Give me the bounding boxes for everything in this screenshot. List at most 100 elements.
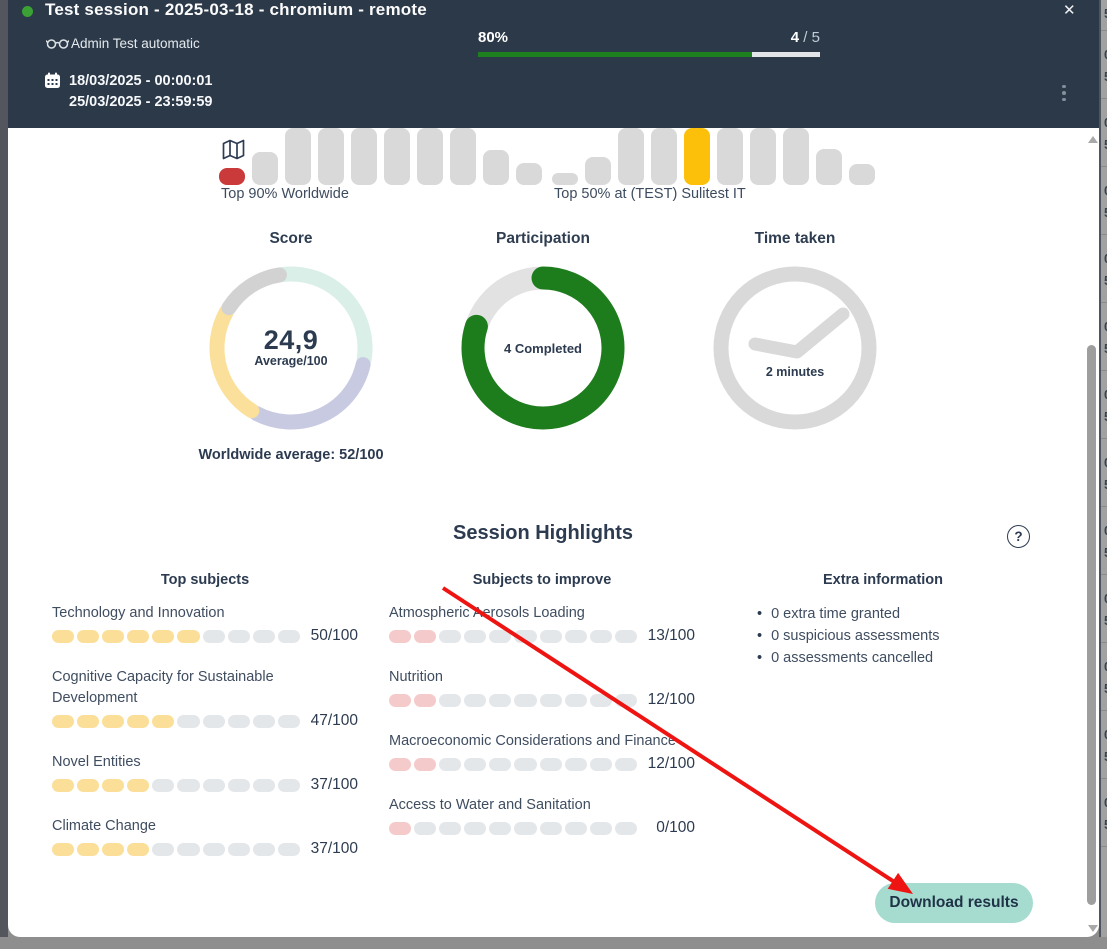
score-pill — [489, 629, 512, 643]
scroll-down-arrow-icon[interactable] — [1088, 925, 1098, 932]
progress-percent-label: 80% — [478, 29, 509, 46]
subject-score: 50/100 — [310, 627, 358, 644]
extra-info-item: • 0 extra time granted — [757, 606, 901, 622]
background-row-divider — [1101, 302, 1107, 303]
subject-pill-bar — [52, 842, 300, 856]
score-pill — [464, 693, 487, 707]
histogram-bar — [516, 163, 542, 185]
subject-row: Cognitive Capacity for Sustainable Devel… — [52, 667, 358, 730]
background-table-cell: 59 — [1104, 341, 1107, 356]
score-pill — [539, 693, 562, 707]
score-pill — [202, 842, 225, 856]
download-results-button[interactable]: Download results — [875, 883, 1033, 923]
score-pill — [414, 757, 437, 771]
progress-count-label: 4 / 5 — [790, 29, 820, 46]
histogram-bar — [849, 164, 875, 185]
glasses-icon — [46, 39, 69, 49]
subject-score: 13/100 — [647, 627, 695, 644]
score-pill — [564, 629, 587, 643]
background-row-divider — [1101, 778, 1107, 779]
donut-segment — [209, 304, 260, 419]
score-pill — [464, 629, 487, 643]
score-pill — [52, 629, 75, 643]
subject-pill-bar — [52, 629, 300, 643]
score-pill — [202, 714, 225, 728]
background-row-divider — [1101, 98, 1107, 99]
background-table-cell: 59 — [1104, 273, 1107, 288]
score-pill — [152, 629, 175, 643]
score-value: 24,9 — [263, 325, 319, 355]
school-percentile-histogram — [552, 128, 875, 185]
background-row-divider — [1101, 30, 1107, 31]
subject-row: Technology and Innovation 50/100 — [52, 603, 358, 645]
subjects-to-improve-column: Subjects to improve Atmospheric Aerosols… — [389, 572, 695, 859]
session-end-datetime: 25/03/2025 - 23:59:59 — [69, 94, 213, 110]
score-pill — [514, 629, 537, 643]
subject-score: 12/100 — [647, 691, 695, 708]
score-pill — [177, 629, 200, 643]
subject-label: Atmospheric Aerosols Loading — [389, 605, 585, 621]
score-pill — [277, 842, 300, 856]
session-start-datetime: 18/03/2025 - 00:00:01 — [69, 73, 213, 89]
background-row-divider — [1101, 370, 1107, 371]
subject-pill-bar — [389, 821, 637, 835]
score-pill — [614, 757, 637, 771]
score-pill — [389, 629, 412, 643]
time-taken-value: 2 minutes — [765, 365, 825, 379]
modal-header: Test session - 2025-03-18 - chromium - r… — [8, 0, 1099, 128]
score-pill — [514, 757, 537, 771]
subject-label: Macroeconomic Considerations and Finance — [389, 733, 676, 749]
donut-segment — [461, 266, 625, 430]
score-pill — [464, 821, 487, 835]
top-subjects-title: Top subjects — [160, 572, 250, 588]
score-pill — [252, 778, 275, 792]
score-pill — [152, 714, 175, 728]
background-table-cell: 00 — [1104, 319, 1107, 334]
score-pill — [77, 629, 100, 643]
extra-info-item: • 0 suspicious assessments — [757, 628, 940, 644]
score-pill — [464, 757, 487, 771]
scrollbar-thumb[interactable] — [1087, 345, 1096, 905]
score-pill — [52, 842, 75, 856]
score-pill — [389, 757, 412, 771]
score-pill — [252, 629, 275, 643]
score-pill — [127, 778, 150, 792]
progress-fill — [478, 52, 752, 57]
score-pill — [389, 821, 412, 835]
score-pill — [514, 821, 537, 835]
subject-label: Nutrition — [389, 669, 443, 685]
section-title: Session Highlights — [452, 522, 634, 544]
score-pill — [414, 629, 437, 643]
score-pill — [252, 842, 275, 856]
score-pill — [277, 778, 300, 792]
subject-label: Cognitive Capacity for Sustainable Devel… — [52, 669, 274, 706]
score-pill — [252, 714, 275, 728]
background-table-cell: 59 — [1104, 477, 1107, 492]
histogram-bar — [717, 128, 743, 185]
score-pill — [489, 821, 512, 835]
score-pill — [202, 778, 225, 792]
background-row-divider — [1101, 438, 1107, 439]
top-subjects-column: Top subjects Technology and Innovation 50… — [52, 572, 358, 880]
subject-pill-bar — [389, 757, 637, 771]
score-pill — [539, 757, 562, 771]
scroll-up-arrow-icon[interactable] — [1088, 136, 1098, 143]
histogram-bar — [618, 128, 644, 185]
donut-segment — [221, 267, 287, 316]
score-pill — [439, 757, 462, 771]
help-icon[interactable]: ? — [1007, 525, 1030, 548]
score-pill — [277, 714, 300, 728]
score-pill — [102, 842, 125, 856]
close-icon[interactable]: ✕ — [1063, 2, 1076, 19]
score-pill — [177, 714, 200, 728]
score-pill — [414, 693, 437, 707]
school-percentile-label: Top 50% at (TEST) Sulitest IT — [554, 186, 746, 202]
background-row-divider — [1101, 846, 1107, 847]
worldwide-percentile-label: Top 90% Worldwide — [221, 186, 349, 202]
calendar-icon — [45, 72, 60, 88]
more-options-button[interactable] — [1057, 80, 1071, 106]
subject-label: Access to Water and Sanitation — [389, 797, 591, 813]
score-pill — [614, 629, 637, 643]
score-pill — [127, 842, 150, 856]
session-date-range: 18/03/2025 - 00:00:01 25/03/2025 - 23:59… — [69, 71, 213, 113]
